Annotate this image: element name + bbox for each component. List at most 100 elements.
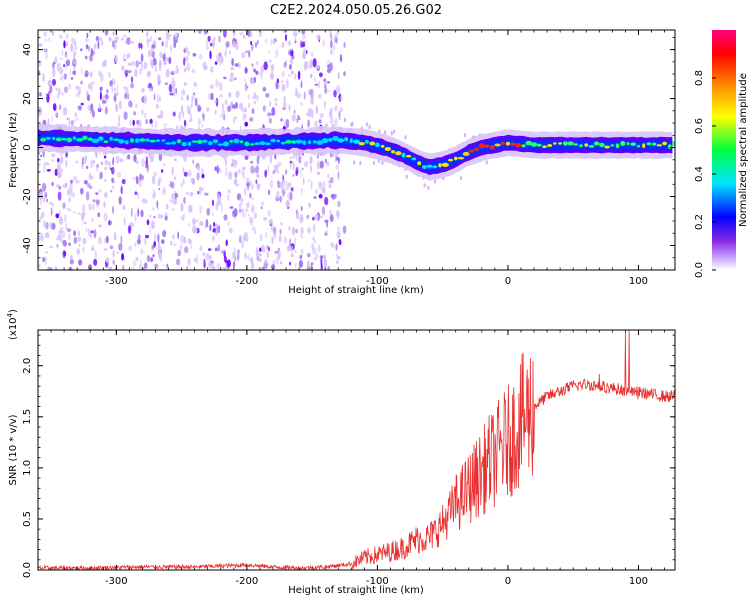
spectrogram-noise-blob (172, 87, 177, 97)
spectrogram-noise-blob (78, 259, 83, 266)
snr-chart: -300 -200 -100 0 100 0.0 0.5 1.0 1.5 2.0 Height … (6, 309, 676, 596)
ridge-peak-blob (72, 136, 77, 140)
spectrogram-noise-blob (70, 179, 73, 184)
spectrogram-noise-blob (116, 251, 119, 255)
spectrogram-noise-blob (182, 213, 185, 219)
spectrogram-noise-blob (57, 62, 61, 69)
spectrogram-noise-blob (343, 117, 347, 123)
spectrogram-noise-blob (404, 135, 407, 140)
spectrogram-noise-blob (285, 118, 290, 129)
spectrogram-noise-blob (43, 163, 46, 173)
spectrogram-noise-blob (136, 119, 140, 125)
spectrogram-noise-blob (171, 193, 176, 200)
spectrogram-noise-blob (90, 230, 94, 234)
spectrogram-noise-blob (171, 181, 175, 189)
spectrogram-noise-blob (77, 236, 82, 242)
spectrogram-noise-blob (264, 169, 268, 178)
spectrogram-noise-blob (266, 112, 271, 117)
spectrogram-noise-blob (70, 188, 73, 197)
ridge-peak-blob (426, 164, 433, 168)
spectrogram-noise-blob (297, 117, 301, 120)
ridge-peak-blob (510, 142, 516, 146)
ridge-peak-blob (328, 138, 333, 142)
spectrogram-noise-blob (313, 239, 316, 244)
spectrogram-noise-blob (85, 90, 89, 96)
spectrogram-noise-blob (108, 160, 111, 169)
spectrogram-noise-blob (251, 204, 255, 213)
spectrogram-noise-blob (233, 117, 236, 124)
spectrogram-noise-blob (199, 204, 203, 214)
spectrogram-noise-blob (43, 48, 48, 53)
spectrogram-noise-blob (157, 207, 159, 211)
spectrogram-noise-blob (206, 207, 211, 216)
spectrogram-noise-blob (101, 40, 104, 46)
spectrogram-noise-blob (260, 65, 265, 72)
spectrogram-noise-blob (334, 32, 339, 37)
spectrogram-noise-blob (308, 64, 312, 69)
spectrogram-noise-blob (124, 40, 127, 45)
figure-title: C2E2.2024.050.05.26.G02 (270, 3, 442, 18)
spectrogram-noise-blob (164, 82, 169, 85)
spectrogram-noise-blob (162, 163, 166, 166)
spectrogram-noise-blob (327, 173, 330, 179)
spectrogram-noise-blob (120, 185, 123, 195)
spectrogram-noise-blob (109, 39, 112, 42)
spectrogram-noise-blob (68, 232, 71, 241)
spectrogram-noise-blob (264, 39, 268, 44)
spectrogram-noise-blob (322, 39, 325, 47)
spectrogram-noise-blob (129, 119, 132, 126)
spectrogram-noise-blob (125, 73, 128, 78)
spectrogram-noise-blob (285, 78, 289, 89)
ridge-peak-blob (515, 143, 522, 148)
ridge-peak-blob (642, 143, 646, 149)
spectrogram-noise-blob (182, 179, 185, 185)
spectrogram-noise-blob (72, 70, 76, 76)
spectrogram-noise-blob (277, 180, 281, 189)
spectrogram-noise-blob (279, 195, 283, 203)
spectrogram-noise-blob (114, 55, 118, 63)
colorbar-tick-label: 0.2 (694, 214, 705, 230)
spectrogram-noise-blob (269, 179, 274, 189)
spectrogram-noise-blob (365, 122, 369, 127)
spectrogram-noise-blob (261, 201, 264, 206)
ridge-peak-blob (187, 141, 192, 147)
spectrogram-noise-blob (281, 70, 286, 78)
spectrogram-noise-blob (165, 69, 170, 78)
spectrogram-noise-blob (181, 88, 186, 96)
spectrogram-noise-blob (336, 230, 341, 239)
spectrogram-noise-blob (253, 92, 257, 100)
ridge-peak-blob (349, 138, 353, 144)
spectrogram-noise-blob (56, 92, 60, 100)
spectrogram-noise-blob (61, 230, 66, 239)
spectrogram-noise-blob (44, 251, 49, 254)
svg-text:(x104): (x104) (6, 309, 19, 340)
spectrogram-noise-blob (241, 211, 246, 218)
ridge-peak-blob (97, 136, 104, 141)
spectrogram-noise-blob (101, 99, 106, 105)
ridge-peak-blob (353, 139, 360, 144)
spectrogram-noise-blob (62, 240, 67, 247)
spectrogram-noise-blob (143, 95, 147, 104)
spectrogram-noise-blob (71, 37, 76, 44)
ridge-peak-blob (130, 138, 134, 143)
spectrogram-noise-blob (261, 244, 265, 250)
spectrogram-noise-blob (69, 69, 71, 75)
ridge-peak-blob (457, 156, 465, 160)
spectrogram-noise-blob (315, 252, 318, 260)
spectrogram-noise-blob (304, 60, 309, 70)
spectrogram-noise-blob (145, 119, 148, 125)
spectrogram-noise-blob (324, 87, 328, 94)
spectrogram-noise-blob (141, 87, 145, 93)
spectrogram-noise-blob (339, 95, 343, 101)
spectrogram-noise-blob (343, 41, 346, 49)
spectrogram-noise-blob (262, 86, 267, 92)
spectrogram-noise-blob (270, 224, 274, 232)
spectrogram-noise-blob (130, 221, 134, 226)
spectrogram-noise-blob (154, 66, 157, 73)
spectrogram-noise-blob (268, 59, 272, 63)
spectrogram-noise-blob (216, 53, 221, 63)
spectrogram-noise-blob (188, 204, 193, 213)
spectrogram-noise-blob (240, 201, 243, 206)
spectrogram-noise-blob (335, 210, 340, 218)
spectrogram-noise-blob (215, 202, 218, 212)
